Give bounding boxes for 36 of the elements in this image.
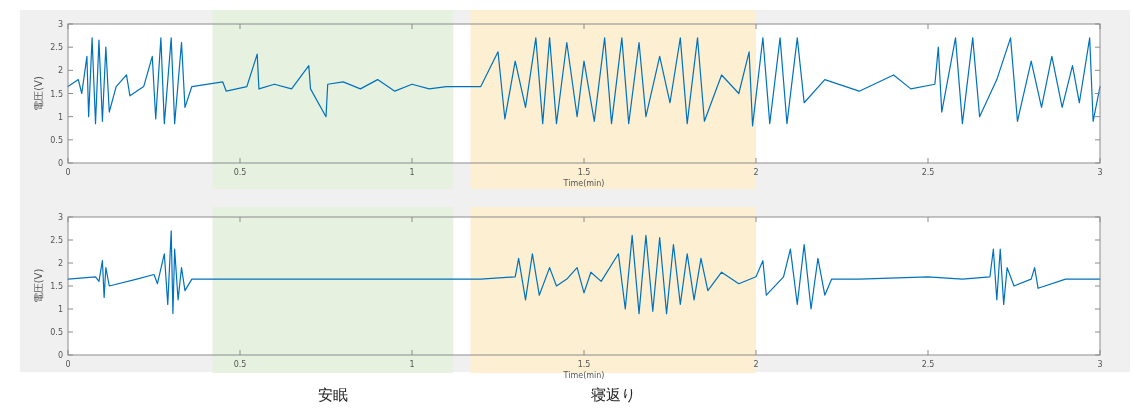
x-tick-label: 1.5 [577,360,591,369]
x-tick-label: 1 [409,360,415,369]
x-tick-label: 1 [409,168,415,177]
y-axis-title: 電圧(V) [33,268,44,304]
y-tick-label: 1.5 [50,282,63,291]
y-tick-label: 0 [57,351,63,360]
x-tick-label: 0.5 [233,168,247,177]
x-tick-label: 2.5 [921,168,935,177]
x-tick-label: 0 [65,360,71,369]
y-tick-label: 2.5 [50,236,63,245]
y-tick-label: 2 [57,66,63,76]
y-axis-title: 電圧(V) [33,76,44,111]
x-tick-label: 3 [1097,360,1103,369]
y-tick-label: 2 [57,259,63,268]
y-tick-label: 1.5 [50,89,63,99]
x-tick-label: 3 [1097,168,1103,177]
line-series [67,230,1101,315]
band-label: 安眠 [317,386,348,404]
y-tick-label: 1 [57,305,63,314]
x-tick-label: 0 [65,168,71,177]
x-axis-title: Time(min) [562,179,605,188]
band-label: 寝返り [590,386,636,404]
y-tick-label: 3 [57,20,63,29]
line-series [67,37,1101,127]
y-tick-label: 0.5 [50,135,63,145]
x-axis-title: Time(min) [562,371,605,380]
y-tick-label: 0 [57,159,63,168]
y-tick-label: 0.5 [50,328,63,337]
y-tick-label: 2.5 [50,43,63,53]
x-tick-label: 2.5 [921,360,935,369]
x-tick-label: 2 [753,168,759,177]
x-tick-label: 2 [753,360,759,369]
x-tick-label: 0.5 [233,360,247,369]
y-tick-label: 3 [57,213,63,222]
y-tick-label: 1 [57,112,63,122]
x-tick-label: 1.5 [577,168,591,177]
